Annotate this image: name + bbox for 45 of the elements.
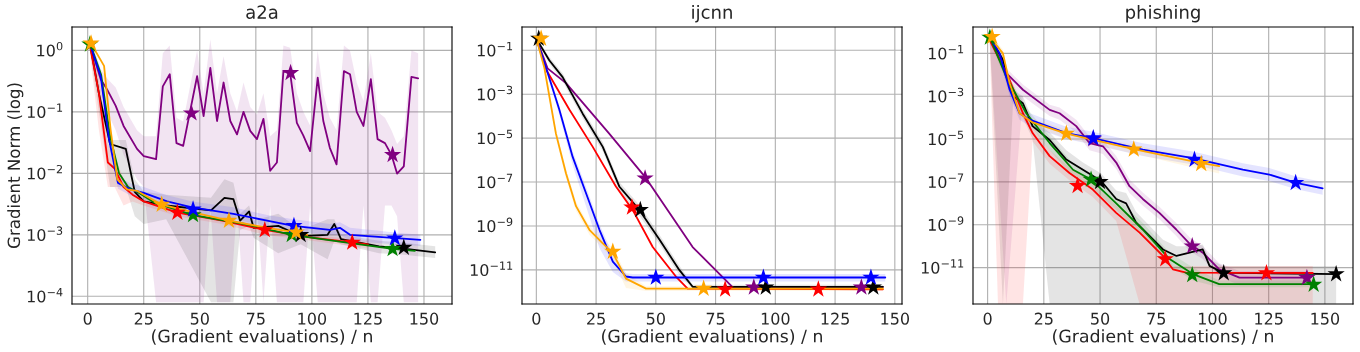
y-axis-title: Gradient Norm (log): [7, 83, 24, 249]
x-tick-label: 75: [706, 312, 725, 325]
x-tick-label: 150: [410, 312, 439, 325]
chart-title: ijcnn: [692, 4, 732, 23]
x-tick-label: 25: [134, 312, 153, 325]
x-tick-label: 125: [1255, 312, 1283, 325]
y-tick-label: 10$^{−3}$: [477, 85, 513, 101]
x-tick-label: 150: [1311, 312, 1340, 325]
y-tick-label: 10$^{−11}$: [470, 261, 513, 277]
x-axis-title: (Gradient evaluations) / n: [1053, 329, 1273, 345]
y-tick-label: 10$^{−7}$: [928, 173, 964, 189]
x-tick-label: 125: [821, 312, 849, 325]
x-tick-label: 100: [298, 312, 327, 325]
y-tick-label: 10$^{−1}$: [928, 45, 964, 60]
x-tick-label: 50: [646, 312, 665, 325]
x-tick-label: 75: [1147, 312, 1166, 325]
y-tick-label: 10$^{−5}$: [477, 129, 513, 145]
y-tick-label: 10$^{−5}$: [928, 130, 964, 146]
y-tick-label: 10$^{−9}$: [928, 216, 964, 231]
y-tick-label: 10$^{−1}$: [477, 41, 513, 57]
x-tick-label: 25: [587, 312, 605, 325]
y-tick-label: 10$^{−3}$: [928, 87, 964, 103]
x-tick-label: 0: [532, 312, 541, 325]
y-tick-label: 10$^{−9}$: [477, 217, 513, 233]
y-tick-label: 10$^{0}$: [37, 41, 63, 57]
x-tick-label: 25: [1034, 312, 1053, 325]
x-axis-title: (Gradient evaluations) / n: [152, 329, 372, 345]
y-tick-label: 10$^{−4}$: [27, 288, 63, 303]
chart-title: a2a: [246, 5, 278, 19]
x-tick-label: 125: [354, 312, 382, 325]
x-tick-label: 75: [246, 312, 265, 325]
y-tick-label: 10$^{−7}$: [477, 173, 513, 189]
x-tick-label: 0: [983, 312, 992, 325]
y-tick-label: 10$^{−11}$: [921, 259, 964, 274]
y-tick-label: 10$^{−1}$: [27, 103, 63, 119]
chart-title: phishing: [1126, 4, 1200, 23]
y-tick-label: 10$^{−2}$: [27, 164, 62, 180]
y-tick-label: 10$^{−3}$: [27, 226, 63, 242]
x-tick-label: 50: [190, 312, 209, 325]
x-axis-title: (Gradient evaluations) / n: [602, 329, 822, 345]
x-tick-label: 150: [881, 312, 910, 325]
x-tick-label: 100: [1198, 312, 1227, 325]
x-tick-label: 50: [1091, 312, 1110, 325]
x-tick-label: 0: [83, 312, 92, 325]
x-tick-label: 100: [761, 312, 790, 325]
